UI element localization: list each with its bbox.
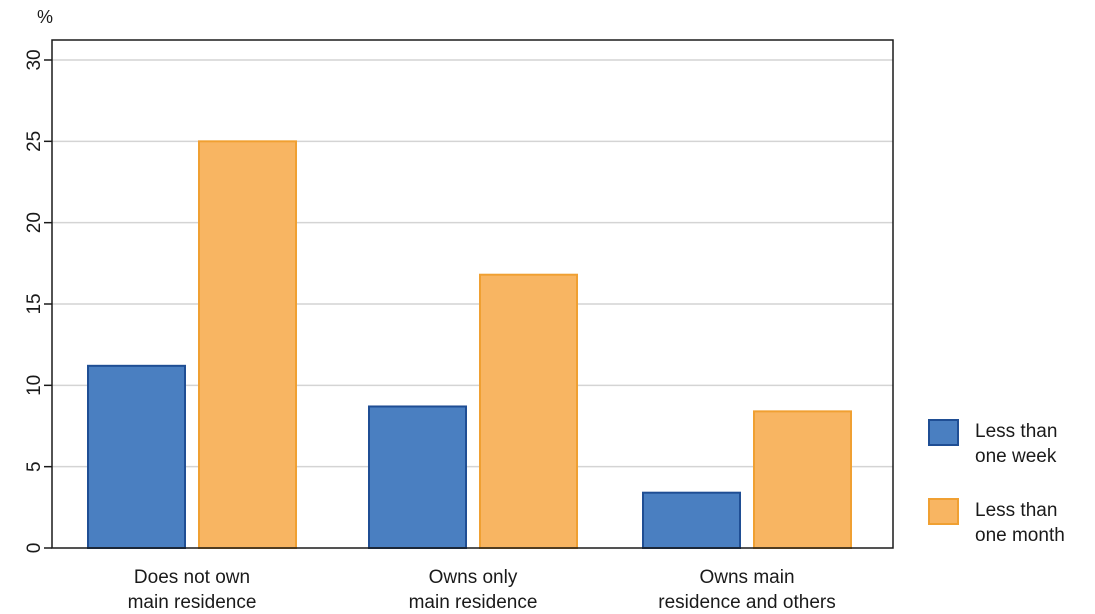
- bar-series-2-category-2: [479, 273, 578, 549]
- legend-label: Less than: [975, 421, 1057, 442]
- y-tick-label: 10: [24, 375, 45, 396]
- category-label: main residence: [409, 592, 538, 613]
- category-label: main residence: [128, 592, 257, 613]
- y-tick-label: 15: [24, 293, 45, 314]
- bar-series-1-category-3: [642, 491, 741, 549]
- y-tick-label: 25: [24, 131, 45, 152]
- y-axis-ticks: 0 5 10 15 20 25 30: [24, 49, 52, 553]
- category-label: Owns main: [699, 567, 794, 588]
- x-axis-category-labels: Does not own main residence Owns only main …: [128, 567, 836, 613]
- category-label: residence and others: [658, 592, 835, 613]
- legend-swatch-series-2: [928, 498, 959, 525]
- category-label: Does not own: [134, 567, 250, 588]
- legend-label: Less than: [975, 500, 1057, 521]
- y-tick-label: 5: [24, 461, 45, 472]
- gridlines: [52, 59, 893, 468]
- plot-frame: [51, 39, 894, 549]
- y-tick-label: 30: [24, 49, 45, 70]
- bars: [87, 140, 852, 550]
- legend-label: one week: [975, 446, 1057, 467]
- y-axis-unit-label: %: [37, 7, 53, 27]
- legend-label: one month: [975, 525, 1065, 546]
- bar-series-2-category-1: [198, 140, 297, 550]
- legend: Less than one week Less than one month: [928, 419, 1065, 546]
- bar-series-2-category-3: [753, 410, 852, 549]
- legend-swatch-series-1: [928, 419, 959, 446]
- bar-series-1-category-1: [87, 364, 186, 549]
- y-tick-label: 0: [24, 543, 45, 554]
- category-label: Owns only: [429, 567, 518, 588]
- y-tick-label: 20: [24, 212, 45, 233]
- bar-series-1-category-2: [368, 405, 467, 549]
